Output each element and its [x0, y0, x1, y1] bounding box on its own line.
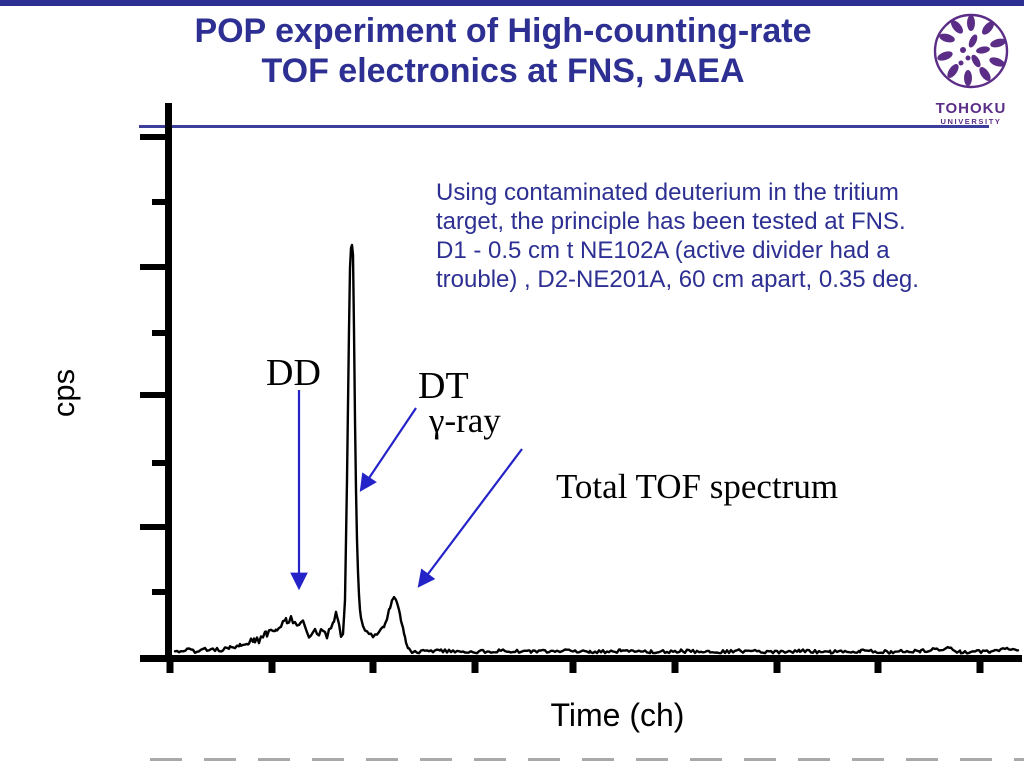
- tohoku-logo: TOHOKU UNIVERSITY: [928, 6, 1014, 126]
- x-tick: [569, 662, 577, 673]
- annotation-label-dt: DT: [418, 365, 469, 407]
- page-title: POP experiment of High-counting-rate TOF…: [140, 11, 866, 91]
- cropped-footer-dashes: [150, 758, 1024, 761]
- title-line-1: POP experiment of High-counting-rate: [194, 12, 812, 50]
- title-underline-rule: [139, 125, 989, 128]
- annotation-label-total-tof-spectrum: Total TOF spectrum: [556, 467, 839, 506]
- y-minor-tick: [152, 460, 165, 466]
- info-line: target, the principle has been tested at…: [436, 208, 906, 235]
- y-minor-tick: [152, 199, 165, 205]
- annotation-arrow: [417, 448, 523, 588]
- x-tick: [874, 662, 882, 673]
- y-major-tick: [140, 392, 165, 398]
- y-axis-label: cps: [46, 368, 81, 418]
- spectrum-trace: [173, 243, 1020, 655]
- x-tick: [773, 662, 781, 673]
- emblem-leaves: [937, 15, 1006, 86]
- experiment-description: Using contaminated deuterium in the trit…: [436, 178, 996, 294]
- title-line-2: TOF electronics at FNS, JAEA: [261, 52, 745, 90]
- annotation-label-gamma-ray: γ-ray: [429, 401, 501, 440]
- info-line: Using contaminated deuterium in the trit…: [436, 179, 899, 206]
- info-line: trouble) , D2-NE201A, 60 cm apart, 0.35 …: [436, 266, 919, 293]
- x-tick: [268, 662, 276, 673]
- top-border-bar: [0, 0, 1024, 6]
- y-major-tick: [140, 524, 165, 530]
- logo-sub-text: UNIVERSITY: [940, 117, 1002, 126]
- annotation-label-dd: DD: [266, 352, 321, 394]
- logo-org-text: TOHOKU: [935, 100, 1007, 117]
- x-tick: [471, 662, 479, 673]
- x-tick: [671, 662, 679, 673]
- tohoku-emblem-icon: [933, 13, 1009, 89]
- annotation-arrow: [359, 407, 417, 492]
- x-axis-label: Time (ch): [550, 697, 685, 733]
- x-axis: [140, 655, 1022, 662]
- y-major-tick: [140, 134, 165, 140]
- info-line: D1 - 0.5 cm t NE102A (active divider had…: [436, 237, 890, 264]
- y-axis: [165, 103, 172, 662]
- y-major-tick: [140, 264, 165, 270]
- x-tick: [369, 662, 377, 673]
- x-tick: [166, 662, 174, 673]
- y-minor-tick: [152, 589, 165, 595]
- x-tick: [976, 662, 984, 673]
- y-minor-tick: [152, 330, 165, 336]
